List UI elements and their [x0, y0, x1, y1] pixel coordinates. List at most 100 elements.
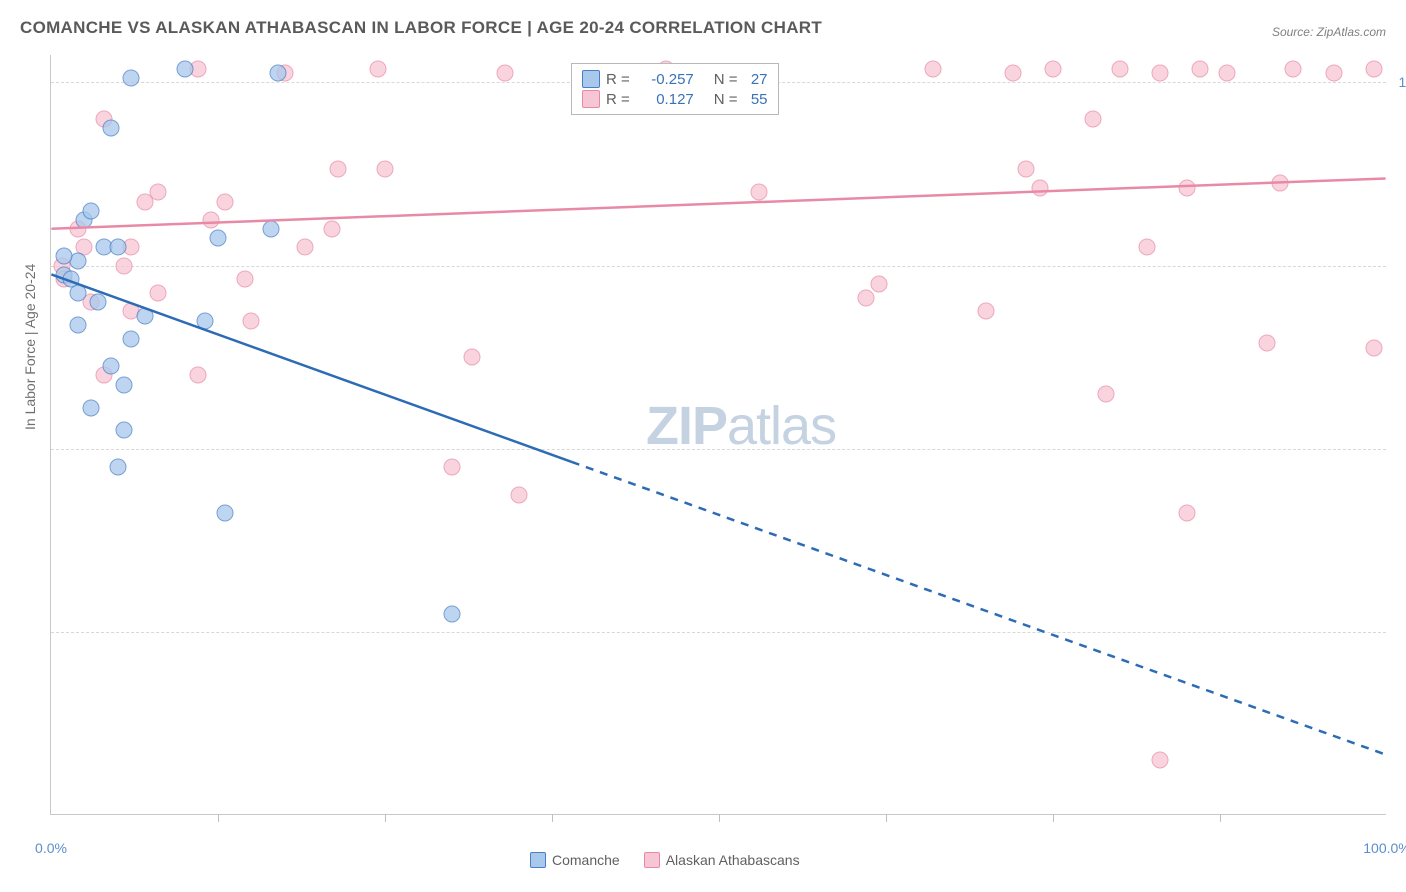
pink-data-point: [1138, 239, 1155, 256]
blue-swatch-icon: [530, 852, 546, 868]
pink-data-point: [203, 211, 220, 228]
pink-data-point: [871, 275, 888, 292]
blue-data-point: [443, 605, 460, 622]
pink-data-point: [149, 184, 166, 201]
r-value: -0.257: [636, 71, 694, 88]
pink-data-point: [751, 184, 768, 201]
n-label: N =: [714, 71, 738, 88]
x-tick: [1053, 814, 1054, 822]
pink-data-point: [236, 271, 253, 288]
pink-data-point: [1018, 161, 1035, 178]
pink-data-point: [1258, 335, 1275, 352]
pink-data-point: [1365, 60, 1382, 77]
blue-data-point: [136, 307, 153, 324]
x-tick-label: 0.0%: [35, 840, 67, 856]
n-value: 55: [744, 91, 768, 108]
pink-data-point: [1004, 65, 1021, 82]
legend-label: Alaskan Athabascans: [666, 852, 800, 868]
pink-data-point: [510, 486, 527, 503]
gridline-h: [51, 266, 1386, 267]
legend-stats-row: R = -0.257 N = 27: [582, 69, 768, 89]
pink-data-point: [924, 60, 941, 77]
blue-data-point: [109, 239, 126, 256]
blue-data-point: [263, 220, 280, 237]
pink-data-point: [1272, 175, 1289, 192]
blue-data-point: [103, 358, 120, 375]
pink-data-point: [1151, 752, 1168, 769]
gridline-h: [51, 632, 1386, 633]
blue-data-point: [63, 271, 80, 288]
chart-title: COMANCHE VS ALASKAN ATHABASCAN IN LABOR …: [20, 18, 822, 38]
pink-data-point: [116, 257, 133, 274]
pink-data-point: [149, 285, 166, 302]
pink-data-point: [1085, 111, 1102, 128]
pink-data-point: [1285, 60, 1302, 77]
trend-line-dashed: [572, 462, 1386, 755]
pink-data-point: [189, 367, 206, 384]
pink-data-point: [323, 220, 340, 237]
trend-lines-layer: [51, 55, 1386, 814]
pink-data-point: [1191, 60, 1208, 77]
pink-data-point: [497, 65, 514, 82]
n-value: 27: [744, 71, 768, 88]
pink-data-point: [1111, 60, 1128, 77]
pink-data-point: [1178, 179, 1195, 196]
blue-data-point: [116, 376, 133, 393]
blue-data-point: [89, 294, 106, 311]
r-label: R =: [606, 91, 630, 108]
blue-swatch-icon: [582, 70, 600, 88]
x-tick-label: 100.0%: [1363, 840, 1406, 856]
pink-data-point: [1365, 340, 1382, 357]
y-axis-label: In Labor Force | Age 20-24: [22, 264, 38, 430]
blue-data-point: [176, 60, 193, 77]
pink-data-point: [370, 60, 387, 77]
legend-item: Comanche: [530, 852, 620, 868]
pink-data-point: [463, 349, 480, 366]
pink-data-point: [1325, 65, 1342, 82]
n-label: N =: [714, 91, 738, 108]
blue-data-point: [270, 65, 287, 82]
blue-data-point: [83, 202, 100, 219]
legend-stats-box: R = -0.257 N = 27 R = 0.127 N = 55: [571, 63, 779, 115]
legend-stats-row: R = 0.127 N = 55: [582, 89, 768, 109]
pink-data-point: [296, 239, 313, 256]
x-tick: [218, 814, 219, 822]
blue-data-point: [103, 120, 120, 137]
y-tick-label: 100.0%: [1399, 74, 1406, 90]
pink-data-point: [243, 312, 260, 329]
x-tick: [552, 814, 553, 822]
blue-data-point: [123, 330, 140, 347]
pink-data-point: [216, 193, 233, 210]
blue-data-point: [69, 317, 86, 334]
pink-data-point: [1045, 60, 1062, 77]
x-tick: [719, 814, 720, 822]
blue-data-point: [196, 312, 213, 329]
r-value: 0.127: [636, 91, 694, 108]
gridline-h: [51, 449, 1386, 450]
bottom-legend: Comanche Alaskan Athabascans: [530, 852, 800, 868]
legend-item: Alaskan Athabascans: [644, 852, 800, 868]
pink-data-point: [1178, 504, 1195, 521]
legend-label: Comanche: [552, 852, 620, 868]
blue-data-point: [109, 459, 126, 476]
pink-data-point: [1218, 65, 1235, 82]
pink-data-point: [330, 161, 347, 178]
x-tick: [1220, 814, 1221, 822]
pink-swatch-icon: [644, 852, 660, 868]
r-label: R =: [606, 71, 630, 88]
blue-data-point: [116, 422, 133, 439]
pink-data-point: [1031, 179, 1048, 196]
pink-data-point: [978, 303, 995, 320]
pink-data-point: [1098, 385, 1115, 402]
watermark: ZIPatlas: [646, 395, 836, 457]
blue-data-point: [56, 248, 73, 265]
source-attribution: Source: ZipAtlas.com: [1272, 25, 1386, 39]
plot-area: ZIPatlas R = -0.257 N = 27 R = 0.127 N =…: [50, 55, 1386, 815]
blue-data-point: [210, 230, 227, 247]
pink-data-point: [443, 459, 460, 476]
x-tick: [886, 814, 887, 822]
x-tick: [385, 814, 386, 822]
pink-data-point: [377, 161, 394, 178]
blue-data-point: [83, 399, 100, 416]
pink-data-point: [857, 289, 874, 306]
